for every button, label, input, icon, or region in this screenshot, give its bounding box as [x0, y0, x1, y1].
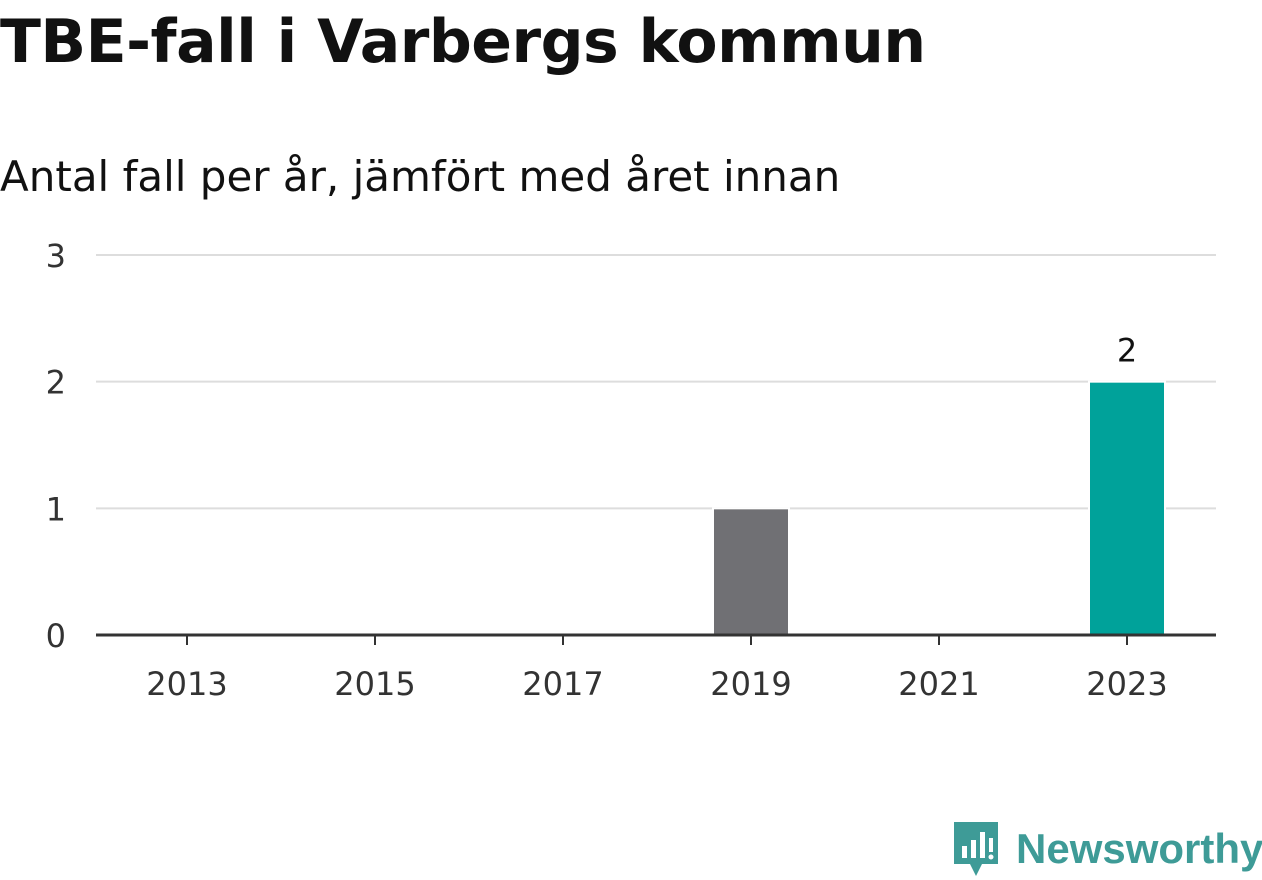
y-tick-label: 1 — [46, 490, 66, 528]
x-tick-label: 2017 — [522, 665, 603, 703]
brand-logo: Newsworthy — [950, 818, 1262, 880]
bar-2023 — [1088, 380, 1166, 636]
y-tick-label: 0 — [46, 617, 66, 655]
x-tick-label: 2013 — [146, 665, 227, 703]
grid-lines — [96, 254, 1216, 510]
newsworthy-logo-icon — [954, 822, 998, 876]
bar-2019 — [712, 507, 790, 637]
x-tick-label: 2021 — [898, 665, 979, 703]
x-tick-label: 2019 — [710, 665, 791, 703]
x-axis — [96, 633, 1216, 645]
x-tick-label: 2015 — [334, 665, 415, 703]
x-tick-label: 2023 — [1086, 665, 1167, 703]
labels: 0 1 2 3 2013 2015 2017 2019 2021 2023 2 — [46, 237, 1168, 703]
chart-subtitle: Antal fall per år, jämfört med året inna… — [0, 152, 841, 201]
chart-title: TBE-fall i Varbergs kommun — [0, 7, 926, 77]
y-tick-label: 2 — [46, 364, 66, 402]
brand-name: Newsworthy — [1016, 825, 1262, 872]
data-label: 2 — [1117, 332, 1137, 370]
y-tick-label: 3 — [46, 237, 66, 275]
